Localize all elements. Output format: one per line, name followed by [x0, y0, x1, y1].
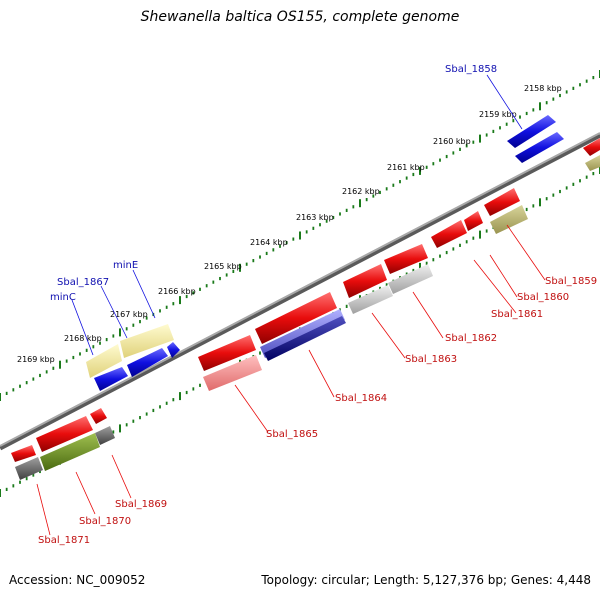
gene-sbal-1860[interactable] — [490, 205, 528, 234]
scale-label: 2163 kbp — [296, 213, 334, 222]
accession-text: Accession: NC_009052 — [9, 573, 146, 587]
scale-labels: 2158 kbp 2159 kbp 2160 kbp 2161 kbp 2162… — [17, 84, 562, 364]
gene-label-sbal-1862[interactable]: Sbal_1862 — [445, 333, 497, 344]
gene-sbal-1869[interactable] — [90, 408, 107, 424]
forward-gene-labels: Sbal_1858 minE Sbal_1867 minC — [50, 64, 497, 303]
gene-sbal-1863[interactable] — [384, 244, 428, 274]
scale-label: 2168 kbp — [64, 334, 102, 343]
scale-label: 2160 kbp — [433, 137, 471, 146]
gene-block[interactable] — [515, 132, 564, 163]
gene-sbal-1871[interactable] — [11, 445, 36, 462]
gene-label-sbal-1865[interactable]: Sbal_1865 — [266, 429, 318, 440]
gene-label-sbal-1869[interactable]: Sbal_1869 — [115, 499, 167, 510]
gene-grey-block[interactable] — [348, 285, 393, 314]
gene-sbal-1862[interactable] — [431, 220, 467, 248]
gene-label-sbal-1861[interactable]: Sbal_1861 — [491, 309, 543, 320]
backbone-line — [0, 132, 600, 451]
reverse-genes — [11, 188, 528, 480]
outer-tick-track — [0, 70, 600, 401]
scale-label: 2158 kbp — [524, 84, 562, 93]
gene-label-sbal-1864[interactable]: Sbal_1864 — [335, 393, 387, 404]
gene-dkgrey-block[interactable] — [95, 426, 115, 445]
page-title: Shewanella baltica OS155, complete genom… — [140, 9, 460, 25]
gene-label-sbal-1859[interactable]: Sbal_1859 — [545, 276, 597, 287]
forward-genes — [86, 115, 600, 391]
gene-sbal-1870[interactable] — [36, 416, 93, 452]
gene-dkgrey-block[interactable] — [15, 457, 43, 480]
gene-block[interactable] — [343, 264, 387, 298]
gene-sbal-1865[interactable] — [198, 335, 256, 371]
gene-sbal-1861[interactable] — [464, 211, 483, 231]
gene-pale-block[interactable] — [86, 344, 122, 378]
gene-label-mine[interactable]: minE — [113, 260, 138, 271]
scale-label: 2162 kbp — [342, 187, 380, 196]
gene-sbal-1867[interactable] — [127, 348, 168, 377]
genome-summary-text: Topology: circular; Length: 5,127,376 bp… — [261, 573, 591, 587]
reverse-gene-labels: Sbal_1859 Sbal_1860 Sbal_1861 Sbal_1862 … — [38, 276, 597, 546]
gene-pink-block[interactable] — [203, 355, 262, 391]
gene-sbal-1864[interactable] — [255, 292, 337, 344]
scale-label: 2165 kbp — [204, 262, 242, 271]
scale-label: 2159 kbp — [479, 110, 517, 119]
gene-mine[interactable] — [94, 367, 128, 391]
gene-label-sbal-1870[interactable]: Sbal_1870 — [79, 516, 131, 527]
gene-block[interactable] — [583, 138, 600, 156]
gene-label-sbal-1858[interactable]: Sbal_1858 — [445, 64, 497, 75]
scale-label: 2164 kbp — [250, 238, 288, 247]
gene-label-sbal-1863[interactable]: Sbal_1863 — [405, 354, 457, 365]
gene-grey-block[interactable] — [388, 264, 433, 294]
gene-pale-block[interactable] — [120, 324, 174, 358]
scale-label: 2166 kbp — [158, 287, 196, 296]
gene-green-block[interactable] — [40, 433, 100, 471]
gene-navy-block[interactable] — [264, 316, 346, 361]
scale-label: 2169 kbp — [17, 355, 55, 364]
gene-label-minc[interactable]: minC — [50, 292, 76, 303]
gene-label-sbal-1860[interactable]: Sbal_1860 — [517, 292, 569, 303]
gene-label-sbal-1867[interactable]: Sbal_1867 — [57, 277, 109, 288]
scale-label: 2161 kbp — [387, 163, 425, 172]
gene-minc[interactable] — [167, 342, 180, 358]
leader-lines — [36, 74, 546, 536]
gene-label-sbal-1871[interactable]: Sbal_1871 — [38, 535, 90, 546]
gene-sbal-1859[interactable] — [484, 188, 520, 216]
scale-label: 2167 kbp — [110, 310, 148, 319]
gene-block[interactable] — [585, 155, 600, 171]
gene-sbal-1858[interactable] — [507, 115, 556, 148]
